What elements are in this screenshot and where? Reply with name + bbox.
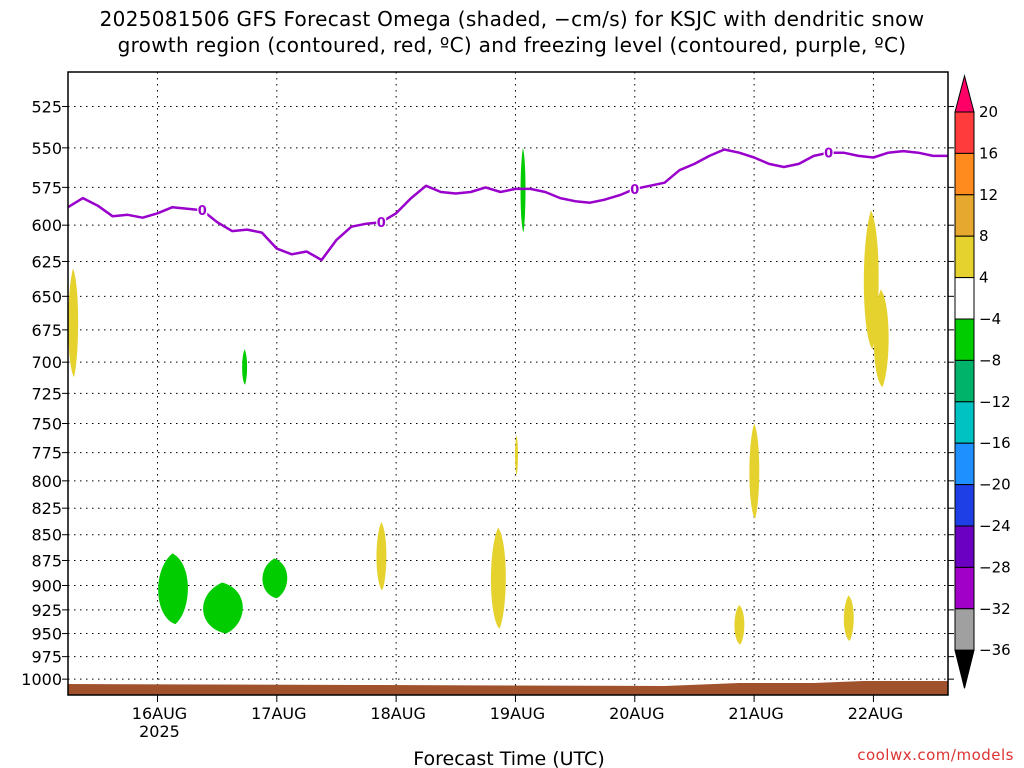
y-tick-label: 625 <box>31 252 62 271</box>
colorbar-bin <box>954 152 975 196</box>
freezing-level-label-bg <box>823 144 834 160</box>
y-tick-label: 975 <box>31 648 62 667</box>
omega-region <box>863 210 879 350</box>
y-tick-label: 600 <box>31 216 62 235</box>
omega-region <box>203 582 243 634</box>
y-tick-label: 550 <box>31 139 62 158</box>
x-tick-label: 17AUG <box>251 704 306 723</box>
x-tick-label: 18AUG <box>370 704 425 723</box>
ground-surface <box>68 681 948 695</box>
colorbar-label: 8 <box>979 227 989 245</box>
chart-title-line2: growth region (contoured, red, ºC) and f… <box>117 33 907 57</box>
omega-region <box>873 289 889 388</box>
colorbar-label: 12 <box>979 186 998 204</box>
colorbar-label: −24 <box>979 517 1011 535</box>
omega-region <box>376 522 387 591</box>
y-tick-label: 875 <box>31 551 62 570</box>
y-tick-label: 950 <box>31 625 62 644</box>
x-tick-label: 16AUG <box>132 704 187 723</box>
x-tick-label: 22AUG <box>848 704 903 723</box>
freezing-level-label: 0 <box>377 216 386 231</box>
colorbar-label: −16 <box>979 434 1011 452</box>
colorbar-bin <box>954 401 975 444</box>
omega-shading <box>68 147 889 645</box>
gridlines <box>68 72 948 695</box>
freezing-level-label: 0 <box>824 147 833 162</box>
colorbar-label: 20 <box>979 103 998 121</box>
y-axis: 525 550 575 600 625 650 675 700 725 750 775 800 825 8… <box>21 98 954 689</box>
y-tick-label: 850 <box>31 526 62 545</box>
y-tick-label: 700 <box>31 353 62 372</box>
colorbar-label: −20 <box>979 476 1011 494</box>
colorbar-bottom-arrow <box>954 649 975 689</box>
omega-region <box>490 527 506 629</box>
credit-link[interactable]: coolwx.com/models <box>857 746 1014 764</box>
omega-region <box>515 435 519 476</box>
colorbar-label: −28 <box>979 558 1011 576</box>
freezing-level-label-bg <box>197 202 208 218</box>
freezing-level-label-bg <box>629 180 640 196</box>
colorbar-label: −36 <box>979 641 1011 659</box>
plot-frame <box>67 71 949 696</box>
colorbar-label: −32 <box>979 600 1011 618</box>
y-tick-label: 525 <box>31 98 62 117</box>
chart-title: 2025081506 GFS Forecast Omega (shaded, −… <box>0 6 1024 58</box>
colorbar-bin <box>954 566 975 610</box>
y-tick-label: 725 <box>31 384 62 403</box>
y-tick-label: 925 <box>31 601 62 620</box>
colorbar-label: −4 <box>979 310 1001 328</box>
colorbar-label: 16 <box>979 144 998 162</box>
freezing-level-contour: 0 0 0 0 <box>67 144 948 262</box>
colorbar-top-arrow <box>954 74 975 113</box>
colorbar-bin <box>954 194 975 237</box>
omega-region <box>843 595 854 642</box>
colorbar-bin <box>954 277 975 320</box>
omega-region <box>749 423 760 519</box>
y-tick-label: 775 <box>31 444 62 463</box>
chart-title-line1: 2025081506 GFS Forecast Omega (shaded, −… <box>99 7 925 31</box>
freezing-level-line <box>67 148 948 262</box>
colorbar-label: −8 <box>979 351 1001 369</box>
colorbar-bin <box>954 235 975 279</box>
x-tick-label: 20AUG <box>609 704 664 723</box>
y-tick-label: 800 <box>31 472 62 491</box>
omega-region <box>734 605 745 645</box>
y-tick-label: 675 <box>31 321 62 340</box>
colorbar-bin <box>954 318 975 361</box>
omega-region <box>242 349 248 385</box>
colorbar: 20 16 12 8 4 −4 −8 −12 −16 −20 −24 −28 −32 −36 <box>954 74 1011 689</box>
freezing-level-label: 0 <box>630 183 639 198</box>
omega-region <box>520 147 526 233</box>
y-tick-label: 575 <box>31 178 62 197</box>
y-tick-label: 650 <box>31 287 62 306</box>
colorbar-bin <box>954 442 975 486</box>
colorbar-bin <box>954 484 975 527</box>
omega-region <box>262 558 288 599</box>
colorbar-bin <box>954 111 975 154</box>
ground-fill <box>68 681 948 695</box>
y-tick-label: 1000 <box>21 670 62 689</box>
colorbar-label: −12 <box>979 393 1011 411</box>
freezing-level-label: 0 <box>198 204 207 219</box>
colorbar-label: 4 <box>979 269 989 287</box>
omega-region <box>68 268 79 378</box>
colorbar-bin <box>954 359 975 403</box>
x-tick-sublabel: 2025 <box>139 722 180 741</box>
y-tick-label: 900 <box>31 577 62 596</box>
colorbar-bin <box>954 525 975 568</box>
x-tick-label: 21AUG <box>728 704 783 723</box>
omega-region <box>158 553 188 625</box>
y-tick-label: 750 <box>31 414 62 433</box>
x-axis-label: Forecast Time (UTC) <box>413 748 604 768</box>
colorbar-bin <box>954 608 975 651</box>
freezing-level-label-bg <box>376 214 387 230</box>
x-tick-label: 19AUG <box>490 704 545 723</box>
y-tick-label: 825 <box>31 499 62 518</box>
